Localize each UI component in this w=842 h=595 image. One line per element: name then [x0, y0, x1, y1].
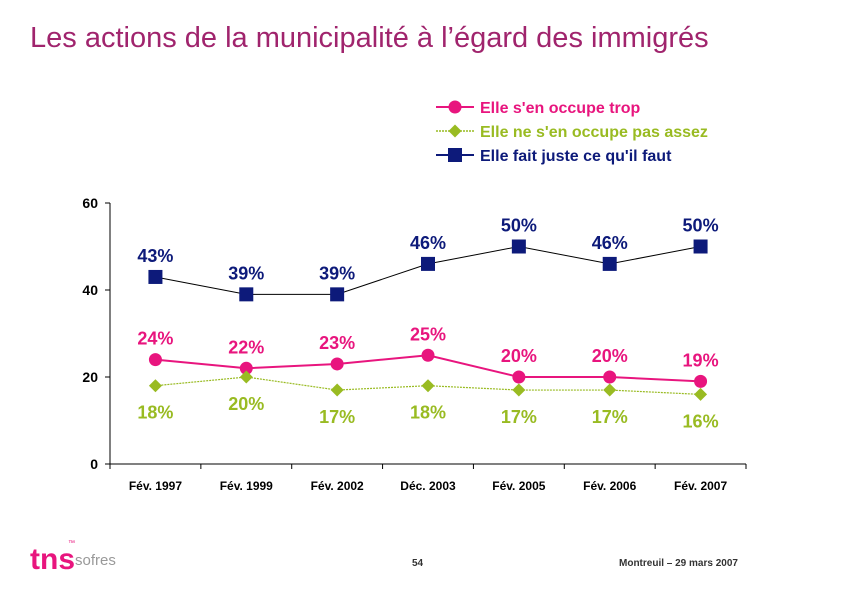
logo-tm-text: ™: [68, 540, 75, 547]
page-title: Les actions de la municipalité à l’égard…: [30, 22, 709, 54]
logo-tns-text: tns: [30, 543, 75, 576]
y-tick-label: 0: [90, 456, 98, 472]
data-point: [512, 370, 526, 384]
data-label: 39%: [319, 263, 355, 283]
data-label: 46%: [592, 233, 628, 253]
data-label: 19%: [683, 350, 719, 370]
data-label: 20%: [592, 346, 628, 366]
data-point: [330, 287, 345, 302]
data-label: 18%: [410, 403, 446, 423]
legend-entry: Elle ne s'en occupe pas assez: [480, 124, 708, 141]
legend-marker: [448, 124, 462, 138]
y-tick-label: 20: [82, 369, 98, 385]
data-point: [421, 256, 435, 271]
data-point: [239, 361, 253, 375]
data-label: 50%: [501, 216, 537, 236]
x-tick-label: Déc. 2003: [400, 479, 456, 493]
data-point: [693, 239, 708, 254]
x-tick-label: Fév. 1997: [129, 479, 182, 493]
data-label: 25%: [410, 324, 446, 344]
data-point: [330, 357, 344, 371]
data-point: [512, 383, 526, 397]
data-point: [511, 239, 526, 254]
x-tick-label: Fév. 1999: [220, 479, 273, 493]
data-point: [603, 370, 617, 384]
data-label: 17%: [319, 407, 355, 427]
data-label: 16%: [683, 411, 719, 431]
data-label: 20%: [228, 394, 264, 414]
page-number: 54: [412, 558, 424, 569]
data-point: [148, 269, 163, 284]
data-label: 46%: [410, 233, 446, 253]
data-point: [421, 379, 435, 393]
footer-text: Montreuil – 29 mars 2007: [619, 558, 738, 569]
data-point: [239, 287, 254, 302]
data-point: [330, 383, 344, 397]
data-label: 17%: [592, 407, 628, 427]
data-point: [239, 370, 253, 384]
legend-marker: [448, 100, 462, 114]
x-tick-label: Fév. 2007: [674, 479, 727, 493]
data-label: 20%: [501, 346, 537, 366]
data-point: [148, 353, 162, 367]
data-point: [694, 374, 708, 388]
data-point: [421, 348, 435, 362]
data-label: 24%: [137, 329, 173, 349]
data-point: [602, 256, 617, 271]
data-label: 43%: [137, 246, 173, 266]
legend-entry: Elle s'en occupe trop: [480, 100, 641, 117]
data-label: 50%: [683, 216, 719, 236]
x-tick-label: Fév. 2002: [311, 479, 364, 493]
tns-sofres-logo: tns ™ sofres: [30, 540, 116, 576]
data-label: 23%: [319, 333, 355, 353]
y-tick-label: 40: [82, 282, 98, 298]
data-label: 39%: [228, 263, 264, 283]
legend-entry: Elle fait juste ce qu'il faut: [480, 148, 672, 165]
logo-sofres-text: sofres: [75, 552, 116, 569]
legend-marker: [448, 148, 462, 162]
data-point: [603, 383, 617, 397]
y-tick-label: 60: [82, 195, 98, 211]
x-tick-label: Fév. 2006: [583, 479, 636, 493]
data-label: 17%: [501, 407, 537, 427]
data-label: 22%: [228, 337, 264, 357]
data-point: [148, 379, 162, 393]
data-label: 18%: [137, 403, 173, 423]
x-tick-label: Fév. 2005: [492, 479, 545, 493]
data-point: [694, 387, 708, 401]
